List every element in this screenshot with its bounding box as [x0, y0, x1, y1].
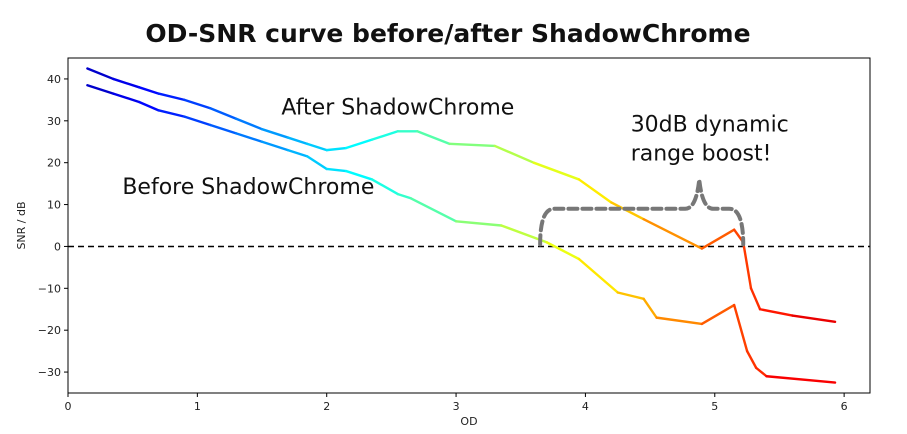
annotation-text: 30dB dynamic — [631, 112, 789, 137]
chart-title: OD-SNR curve before/after ShadowChrome — [145, 19, 750, 48]
series-segment — [260, 140, 290, 152]
y-tick-label: 30 — [47, 115, 61, 128]
series-segment — [765, 375, 837, 384]
series-segment — [137, 86, 160, 95]
series-segment — [260, 127, 290, 139]
range-brace — [538, 179, 746, 247]
series-segment — [416, 130, 451, 146]
series-segment — [306, 142, 328, 152]
series-segment — [732, 303, 749, 353]
x-axis-label: OD — [460, 415, 477, 428]
x-tick-label: 1 — [194, 400, 201, 413]
x-tick-label: 0 — [65, 400, 72, 413]
series-segment — [286, 136, 309, 146]
series-segment — [86, 67, 115, 81]
y-axis-label: SNR / dB — [15, 201, 28, 249]
x-tick-label: 3 — [453, 400, 460, 413]
series-segment — [616, 291, 645, 300]
series-segment — [183, 98, 212, 110]
annotation-text: After ShadowChrome — [281, 96, 514, 121]
series-segment — [234, 132, 264, 143]
series-segment — [791, 314, 837, 324]
series-segment — [86, 84, 115, 95]
series-segment — [183, 115, 212, 127]
series-segment — [234, 117, 264, 131]
plot-area — [68, 67, 870, 384]
series-segment — [577, 178, 613, 204]
series-segment — [112, 92, 141, 104]
series-segment — [758, 308, 794, 317]
y-tick-label: −30 — [38, 366, 61, 379]
series-segment — [642, 218, 704, 250]
series-segment — [409, 197, 458, 223]
axes: 0 1 2 3 4 5 6 40 30 20 10 0 −10 −20 −30 — [38, 73, 848, 413]
series-segment — [655, 316, 704, 326]
y-tick-label: −20 — [38, 324, 61, 337]
series-segment — [137, 100, 160, 112]
series-segment — [112, 77, 141, 89]
x-tick-label: 5 — [711, 400, 718, 413]
series-segment — [370, 178, 400, 196]
series-after-line — [86, 67, 837, 324]
series-segment — [370, 130, 400, 141]
series-segment — [700, 303, 736, 326]
series-segment — [454, 220, 503, 227]
y-tick-label: 40 — [47, 73, 61, 86]
series-segment — [577, 257, 619, 294]
series-segment — [209, 107, 238, 120]
series-before-line — [86, 84, 837, 384]
x-tick-label: 2 — [323, 400, 330, 413]
annotations: After ShadowChrome Before ShadowChrome 30d… — [122, 96, 789, 247]
series-segment — [325, 167, 348, 173]
series-segment — [493, 144, 535, 164]
series-segment — [532, 161, 581, 181]
series-segment — [642, 297, 658, 319]
series-segment — [157, 92, 186, 102]
series-segment — [157, 109, 186, 118]
series-segment — [306, 155, 328, 171]
series-segment — [749, 287, 762, 311]
series-segment — [700, 228, 736, 250]
y-tick-label: 10 — [47, 199, 61, 212]
series-segment — [754, 366, 768, 378]
series-segment — [209, 123, 238, 135]
series-segment — [745, 349, 758, 370]
series-segment — [344, 138, 374, 150]
y-tick-label: 0 — [54, 240, 61, 253]
series-segment — [325, 146, 348, 152]
series-segment — [545, 241, 581, 261]
series-segment — [396, 192, 412, 200]
series-segment — [610, 201, 645, 221]
annotation-text: range boost! — [631, 142, 772, 167]
y-tick-label: 20 — [47, 157, 61, 170]
series-segment — [344, 169, 374, 181]
series-segment — [448, 142, 497, 148]
plot-frame — [67, 57, 871, 394]
x-tick-label: 4 — [582, 400, 589, 413]
series-segment — [286, 148, 309, 158]
annotation-text: Before ShadowChrome — [122, 175, 374, 200]
y-tick-label: −10 — [38, 282, 61, 295]
x-tick-label: 6 — [841, 400, 848, 413]
series-segment — [742, 241, 753, 290]
